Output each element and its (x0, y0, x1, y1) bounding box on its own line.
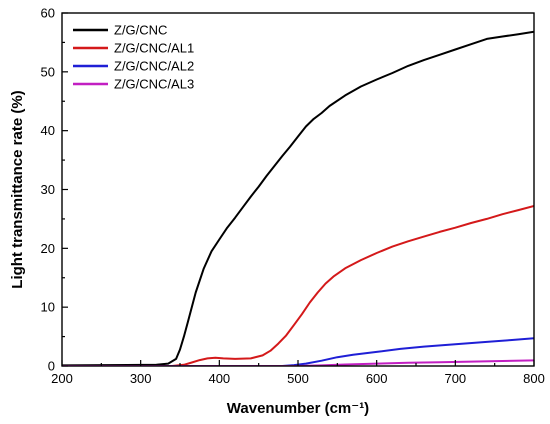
y-tick-label: 10 (41, 300, 55, 315)
legend: Z/G/CNC Z/G/CNC/AL1 Z/G/CNC/AL2 Z/G/CNC/AL3 (73, 23, 194, 92)
legend-label-3: Z/G/CNC/AL2 (114, 59, 194, 74)
ticks-layer: 200 300 400 500 600 700 800 0 10 20 30 40 50 60 (41, 6, 545, 387)
y-tick-label: 30 (41, 182, 55, 197)
y-tick-label: 50 (41, 64, 55, 79)
y-tick-label: 0 (48, 359, 55, 374)
x-tick-label: 300 (130, 371, 152, 386)
y-tick-label: 20 (41, 241, 55, 256)
legend-label-1: Z/G/CNC (114, 23, 167, 38)
legend-label-4: Z/G/CNC/AL3 (114, 77, 194, 92)
series-line-2 (62, 205, 534, 366)
y-axis-title: Light transmittance rate (%) (9, 90, 26, 288)
legend-label-2: Z/G/CNC/AL1 (114, 41, 194, 56)
x-tick-label: 800 (523, 371, 545, 386)
x-tick-label: 700 (444, 371, 466, 386)
x-tick-label: 500 (287, 371, 309, 386)
x-tick-label: 200 (51, 371, 73, 386)
x-axis-title: Wavenumber (cm⁻¹) (227, 400, 369, 417)
x-tick-label: 600 (366, 371, 388, 386)
y-tick-label: 60 (41, 6, 55, 21)
x-tick-label: 400 (208, 371, 230, 386)
series-line-1 (62, 30, 534, 366)
series-line-3 (62, 337, 534, 366)
y-tick-label: 40 (41, 123, 55, 138)
